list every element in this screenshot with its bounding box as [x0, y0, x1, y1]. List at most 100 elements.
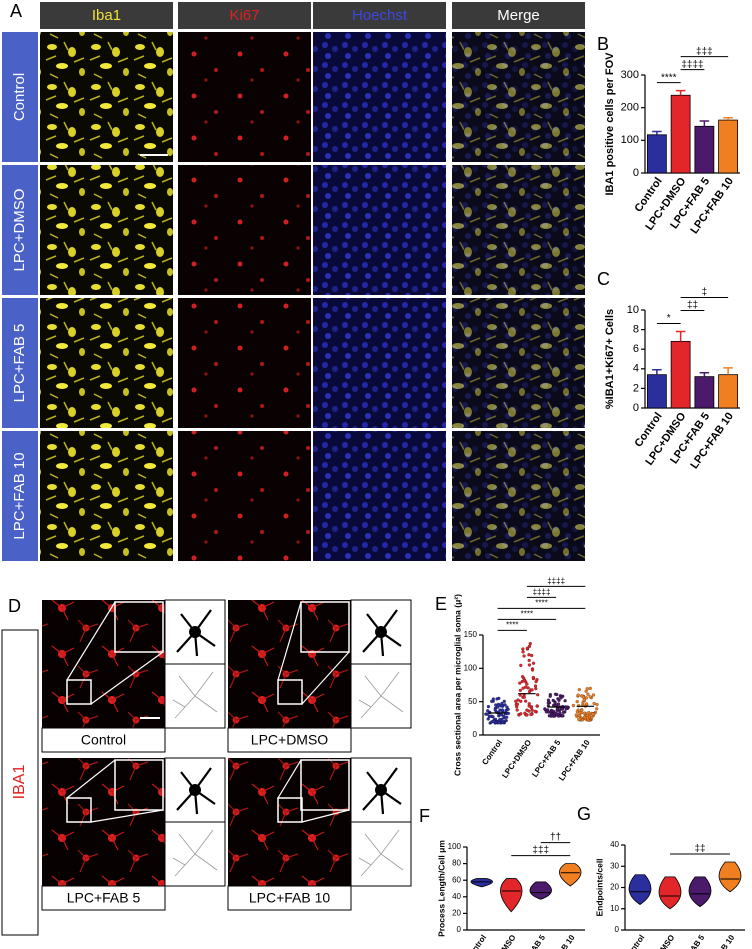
y-tick-label: 6 — [633, 343, 639, 355]
dot-cloud — [484, 696, 510, 725]
dot — [490, 699, 494, 703]
dot — [506, 711, 510, 715]
dot — [493, 708, 497, 712]
trace-box — [350, 821, 412, 887]
dot — [549, 708, 554, 713]
x-tick-label: LPC+FAB 5 — [515, 933, 548, 949]
dot — [529, 706, 533, 710]
y-tick-label: 0 — [473, 730, 478, 739]
zoom-line — [66, 601, 116, 681]
dot — [530, 688, 534, 692]
y-tick-label: 8 — [633, 324, 639, 336]
dot — [527, 658, 531, 663]
dot — [524, 685, 528, 689]
bar — [646, 374, 667, 409]
violin — [529, 881, 552, 900]
x-tick-label: LPC+FAB 5 — [674, 933, 707, 949]
y-axis-label: Process Length/Cell μm — [436, 840, 446, 937]
column-label: Merge — [497, 7, 540, 24]
skeleton — [176, 609, 216, 657]
image-label-box — [227, 727, 352, 753]
violin — [628, 874, 652, 905]
error-bar — [652, 130, 662, 135]
dot-cloud — [514, 641, 540, 717]
dot — [591, 712, 595, 716]
dot — [485, 712, 489, 716]
zoom-box — [66, 679, 92, 705]
dot — [534, 680, 538, 684]
dot — [552, 712, 556, 717]
skeleton-soma — [375, 626, 387, 638]
zoom-line — [301, 809, 350, 823]
dot — [527, 689, 532, 694]
dot — [544, 710, 548, 714]
dot — [575, 700, 579, 704]
dot — [535, 704, 539, 708]
dot — [518, 688, 522, 693]
panel-label: E — [435, 594, 447, 614]
y-tick-label: 40 — [610, 840, 619, 849]
dot-cloud — [571, 686, 599, 722]
y-tick-label: 2 — [633, 382, 639, 394]
micrograph — [42, 758, 165, 886]
dot — [530, 668, 535, 672]
y-axis-label: Endpoints/cell — [594, 858, 604, 916]
y-tick-label: 10 — [610, 904, 619, 913]
y-axis-label: Cross sectional area per microglial soma… — [452, 594, 462, 776]
column-header — [452, 2, 585, 29]
dot — [527, 702, 531, 706]
significance-label: ‡ — [702, 287, 708, 298]
dot — [534, 686, 538, 691]
micrograph-overlay — [452, 32, 585, 162]
dot — [553, 701, 557, 705]
row-label: LPC+FAB 5 — [11, 324, 28, 403]
y-axis-label: %IBA1+Ki67+ Cells — [604, 309, 616, 409]
dot — [503, 703, 507, 707]
panel-label: F — [419, 806, 430, 826]
dot — [519, 712, 523, 716]
dot — [527, 663, 532, 667]
dot — [586, 692, 590, 696]
violin — [470, 878, 493, 888]
y-tick-label: 100 — [621, 134, 639, 146]
y-tick-label: 100 — [464, 663, 478, 672]
significance-label: †† — [550, 832, 561, 843]
dot — [528, 641, 532, 646]
significance-label: ‡‡‡‡ — [547, 576, 565, 585]
y-tick-label: 0 — [457, 925, 462, 934]
y-tick-label: 4 — [633, 363, 639, 375]
dot — [520, 679, 524, 684]
dot — [519, 663, 523, 667]
zoom-line — [66, 759, 116, 799]
panel-label: B — [597, 34, 609, 54]
x-tick-label: LPC+DMSO — [500, 738, 533, 780]
zoom-line — [301, 651, 350, 705]
panel-label: A — [10, 1, 22, 21]
violin — [658, 876, 682, 910]
y-tick-label: 0 — [615, 925, 620, 934]
image-label: LPC+FAB 10 — [249, 890, 331, 906]
dot — [587, 711, 591, 715]
column-label: Iba1 — [92, 7, 121, 24]
x-tick-label: LPC+DMSO — [643, 933, 676, 949]
dot — [525, 682, 529, 686]
dot — [592, 701, 596, 706]
bar — [694, 125, 715, 174]
dot — [577, 717, 581, 721]
bar — [718, 374, 739, 409]
significance-label: **** — [661, 72, 677, 83]
skeleton-soma — [189, 626, 201, 638]
micrograph-overlay — [452, 431, 585, 561]
row-header — [2, 298, 38, 428]
zoom-box — [277, 679, 303, 705]
error-bar — [675, 330, 686, 342]
dot — [533, 709, 537, 713]
y-tick-label: 100 — [448, 842, 462, 851]
error-bar — [675, 89, 686, 96]
y-tick-label: 30 — [610, 861, 619, 870]
skeleton — [362, 767, 402, 815]
micrograph — [40, 431, 173, 561]
dot — [529, 712, 533, 717]
x-tick-label: Control — [480, 738, 504, 766]
